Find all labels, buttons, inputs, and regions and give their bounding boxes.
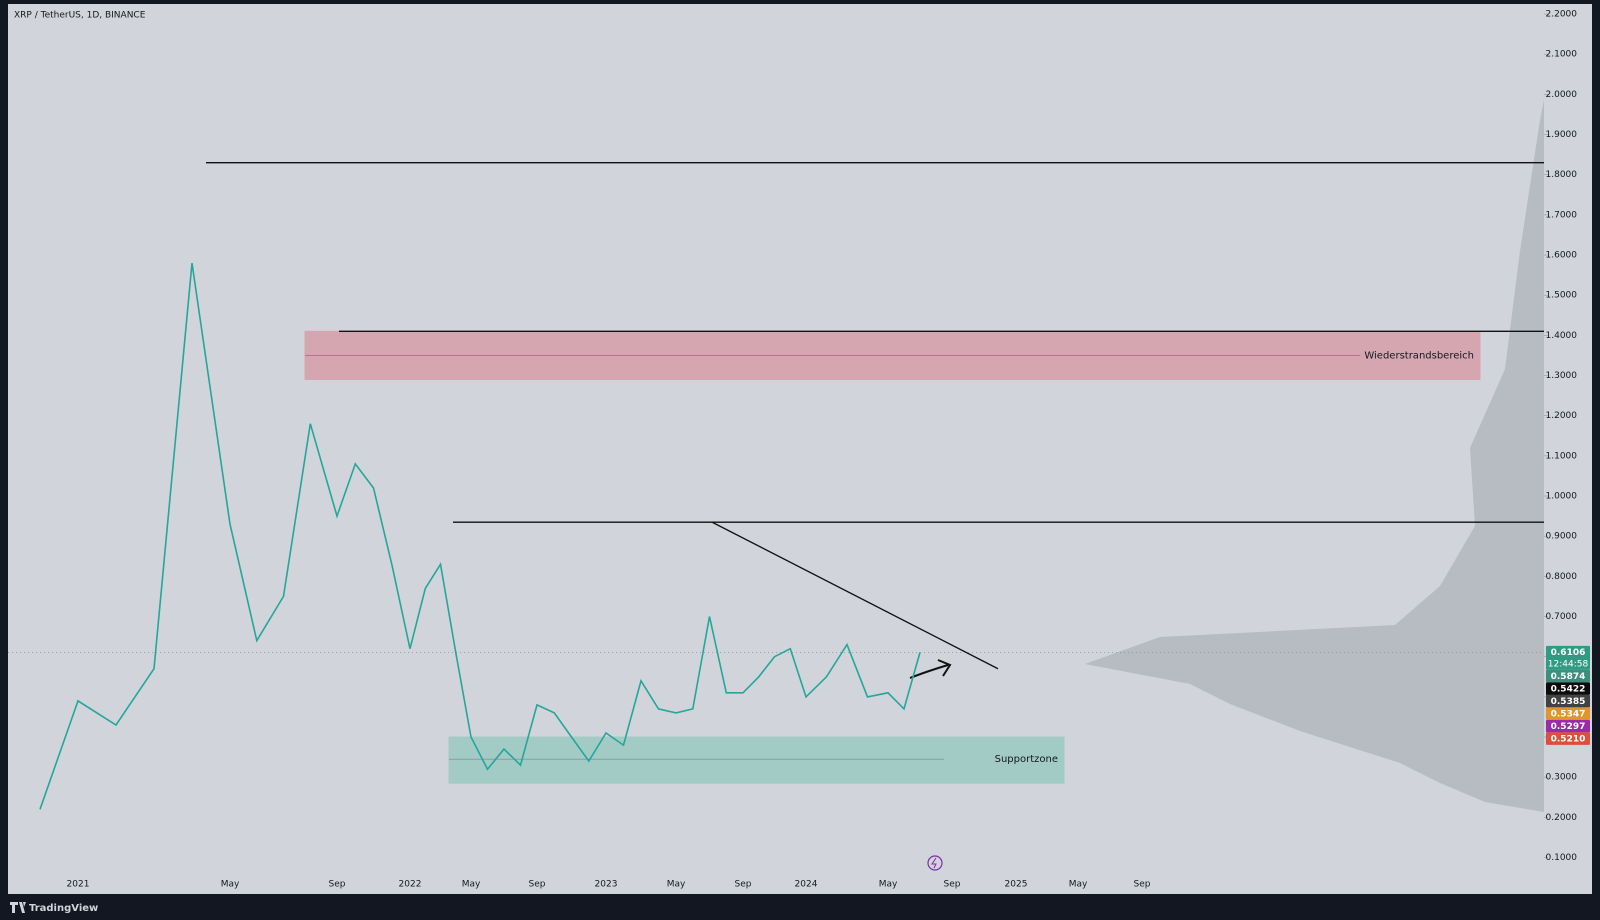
x-tick-label: Sep <box>1134 880 1151 890</box>
zone-label: Wiederstrandsbereich <box>1364 350 1474 361</box>
y-tick-label: 1.1000 <box>1546 451 1578 461</box>
y-tick-label: 1.2000 <box>1546 411 1578 421</box>
y-tick-label: 1.5000 <box>1546 291 1578 301</box>
x-tick-label: 2024 <box>795 880 818 890</box>
brand-name[interactable]: TradingView <box>29 903 98 914</box>
event-icon-bolt <box>931 857 937 869</box>
x-tick-label: May <box>221 880 240 890</box>
y-tick-label: 0.2000 <box>1546 813 1578 823</box>
price-badge-label: 0.5210 <box>1551 734 1586 744</box>
plot-area: 0.10000.20000.30000.40000.50000.60000.70… <box>8 10 1590 890</box>
y-tick-label: 1.6000 <box>1546 251 1578 261</box>
price-badge <box>1546 645 1590 670</box>
x-tick-label: May <box>1069 880 1088 890</box>
brand-logo[interactable] <box>10 902 26 913</box>
y-tick-label: 0.9000 <box>1546 532 1578 542</box>
x-tick-label: 2023 <box>595 880 618 890</box>
zone <box>448 736 1065 784</box>
y-tick-label: 0.1000 <box>1546 853 1578 863</box>
price-countdown: 12:44:58 <box>1548 659 1589 669</box>
y-tick-label: 1.3000 <box>1546 371 1578 381</box>
y-tick-label: 2.2000 <box>1546 10 1578 20</box>
y-tick-label: 2.0000 <box>1546 90 1578 100</box>
y-tick-label: 1.8000 <box>1546 170 1578 180</box>
footer-bar <box>0 894 1600 920</box>
price-badge <box>1546 669 1590 683</box>
x-tick-label: Sep <box>329 880 346 890</box>
price-badge <box>1546 694 1590 708</box>
x-tick-label: May <box>462 880 481 890</box>
price-badge <box>1546 707 1590 720</box>
y-tick-label: 1.4000 <box>1546 331 1578 341</box>
event-icon[interactable] <box>927 855 943 871</box>
price-badge-label: 0.6106 <box>1551 648 1586 658</box>
chart-title: XRP / TetherUS, 1D, BINANCE <box>14 11 146 21</box>
x-tick-label: Sep <box>944 880 961 890</box>
y-tick-label: 0.7000 <box>1546 612 1578 622</box>
y-tick-label: 1.9000 <box>1546 130 1578 140</box>
price-line-series <box>39 262 921 810</box>
price-badge <box>1546 682 1590 695</box>
x-tick-label: Sep <box>529 880 546 890</box>
zone-label: Supportzone <box>995 754 1058 765</box>
y-tick-label: 2.1000 <box>1546 50 1578 60</box>
x-tick-label: May <box>667 880 686 890</box>
price-badge <box>1546 719 1590 733</box>
x-tick-label: May <box>879 880 898 890</box>
x-tick-label: 2022 <box>399 880 422 890</box>
price-badge-label: 0.5874 <box>1551 672 1586 682</box>
y-tick-label: 1.0000 <box>1546 492 1578 502</box>
y-tick-label: 0.8000 <box>1546 572 1578 582</box>
price-badge-label: 0.5422 <box>1551 684 1586 694</box>
price-badge <box>1546 732 1590 745</box>
price-badge-label: 0.5347 <box>1551 709 1586 719</box>
x-tick-label: 2021 <box>67 880 90 890</box>
trend-line <box>711 521 999 670</box>
x-tick-label: Sep <box>735 880 752 890</box>
y-tick-label: 1.7000 <box>1546 210 1578 220</box>
volume-profile <box>1085 100 1544 812</box>
x-tick-label: 2025 <box>1005 880 1028 890</box>
y-tick-label: 0.3000 <box>1546 773 1578 783</box>
price-badge-label: 0.5297 <box>1551 722 1586 732</box>
price-badge-label: 0.5385 <box>1551 697 1586 707</box>
